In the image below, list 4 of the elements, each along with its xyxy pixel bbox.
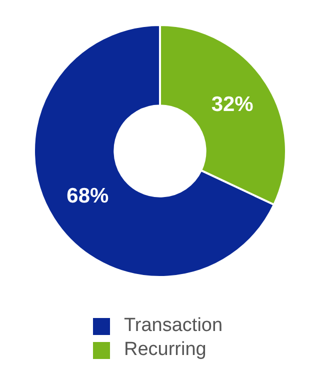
data-label: 68% [66,184,109,208]
legend-label: Recurring [124,339,206,361]
data-label: 32% [211,92,254,116]
legend-label: Transaction [124,315,223,337]
